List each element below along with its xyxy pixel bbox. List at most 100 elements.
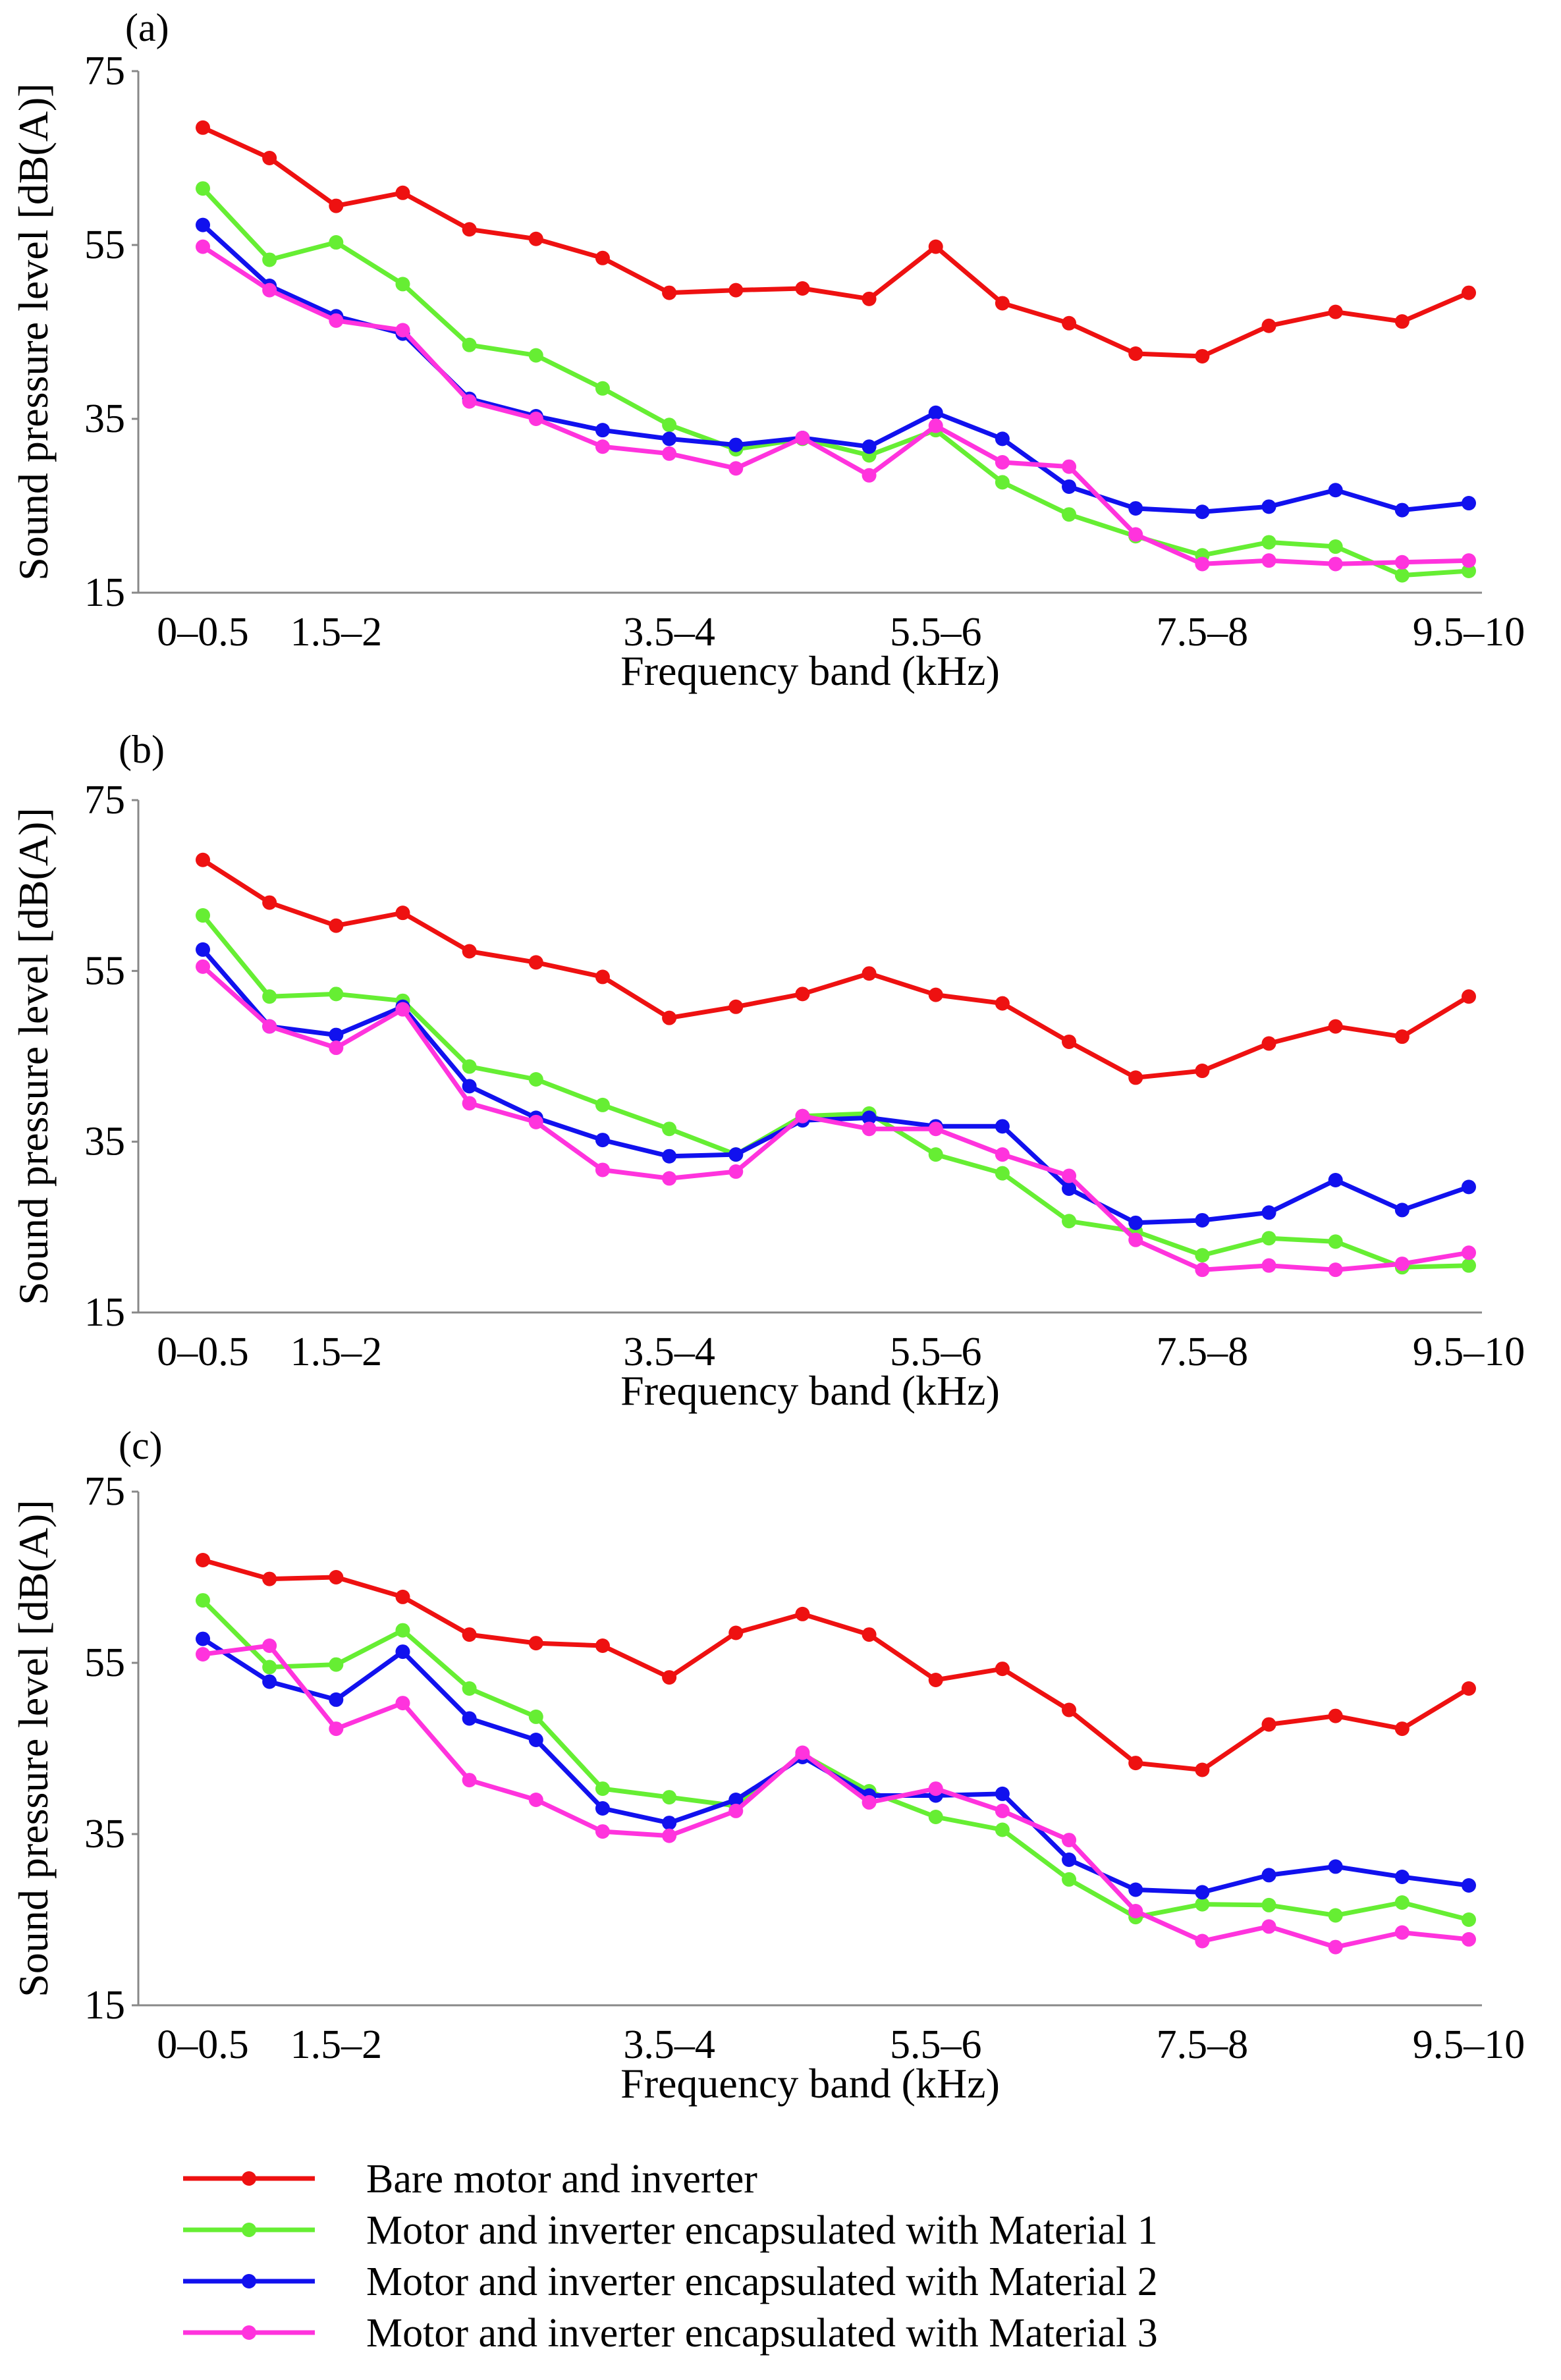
series-line [202,1636,1469,1895]
data-point [928,1781,943,1797]
legend-item-4: Motor and inverter encapsulated with Mat… [183,2311,1158,2356]
data-point [528,955,543,970]
data-point [1062,1168,1077,1183]
data-point [528,1114,543,1129]
data-point [662,285,677,300]
data-point [196,120,210,135]
y-tick-label: 35 [84,1812,125,1856]
data-point [1195,556,1210,572]
data-point [462,1059,477,1074]
y-tick-label: 35 [84,1120,125,1164]
data-point [1128,1756,1143,1771]
data-point [1462,1912,1476,1927]
data-point [662,1149,677,1164]
x-tick-label: 3.5–4 [623,610,715,655]
data-point [1328,1262,1343,1278]
data-point [1128,1070,1143,1085]
data-point [329,198,344,213]
y-tick-label: 15 [84,570,125,615]
series-line [201,223,1469,514]
data-point [196,1593,210,1608]
data-point [329,1721,344,1737]
data-point [928,239,943,254]
data-point [1195,1885,1210,1900]
data-point [1462,553,1476,568]
data-point [395,1623,410,1638]
data-point [462,1773,477,1788]
data-point [728,1625,744,1640]
data-point [1462,989,1476,1004]
y-tick-label: 55 [84,1640,125,1685]
data-point [1128,500,1143,516]
data-point [1261,1717,1276,1732]
data-point [1394,502,1410,518]
series-2 [196,1593,1476,1927]
data-point [1128,1882,1143,1897]
panel-label: (a) [125,6,169,49]
data-point [1328,556,1343,572]
data-point [1462,1878,1476,1893]
data-point [795,987,810,1002]
data-point [262,1571,277,1586]
data-point [928,418,943,433]
data-point [1062,1833,1077,1848]
data-point [595,1097,610,1112]
data-point [528,1709,543,1724]
data-point [928,1673,943,1687]
data-point [395,1589,410,1604]
x-tick-label: 7.5–8 [1157,2022,1249,2067]
data-point [329,1027,344,1042]
x-axis-title: Frequency band (kHz) [620,2060,1000,2107]
data-point [1462,285,1476,300]
data-point [1394,1029,1410,1044]
data-point [1462,1245,1476,1260]
data-point [196,1553,210,1567]
chart-panel-a: 15 35 55 75 0–0.5 1.5–2 3.5–4 5.5–6 7.5–8 9.5–10 F… [10,6,1525,694]
legend-label: Motor and inverter encapsulated with Mat… [366,2208,1158,2253]
x-tick-label: 5.5–6 [890,2022,982,2067]
data-point [1394,1925,1410,1940]
data-point [1328,1939,1343,1955]
data-point [262,989,277,1004]
data-point [662,1122,677,1137]
data-point [196,217,210,232]
data-point [1328,1859,1343,1874]
data-point [395,1696,410,1711]
data-point [395,906,410,921]
series-line [202,857,1470,1080]
data-point [395,185,410,200]
data-point [329,1657,344,1672]
data-point [728,1803,744,1818]
data-point [262,1674,277,1689]
data-point [1261,1258,1276,1273]
series-4 [196,239,1476,572]
x-tick-label: 9.5–10 [1413,1330,1525,1374]
series-1 [196,1553,1476,1777]
data-point [262,895,277,910]
series-4 [196,959,1476,1278]
data-point [528,1636,543,1651]
data-point [1128,346,1143,361]
data-point [662,1790,677,1805]
series-4 [196,1638,1476,1955]
data-point [196,1631,210,1646]
data-point [462,1681,477,1696]
data-point [595,423,610,438]
data-point [1462,1179,1476,1195]
x-tick-label: 0–0.5 [157,610,249,655]
data-point [1261,1205,1276,1220]
data-point [1128,1232,1143,1247]
data-point [1394,1895,1410,1910]
data-point [928,1810,943,1824]
data-point [995,455,1010,470]
data-point [1261,1897,1276,1912]
data-point [995,1166,1010,1181]
data-point [262,151,277,165]
data-point [1195,348,1210,364]
data-point [662,1171,677,1186]
data-point [528,231,543,246]
data-point [462,1627,477,1642]
series-line [202,1643,1469,1950]
data-point [795,1606,810,1621]
